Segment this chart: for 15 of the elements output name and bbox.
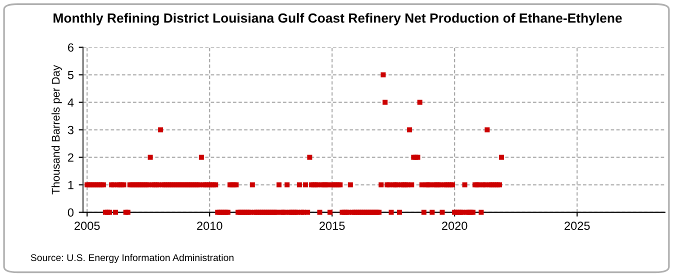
y-tick-label: 0 <box>68 208 74 217</box>
x-tick-label: 2005 <box>74 222 100 230</box>
y-tick-label: 4 <box>68 98 74 107</box>
y-tick-label: 5 <box>68 70 74 80</box>
source-note: Source: U.S. Energy Information Administration <box>30 254 234 264</box>
x-tick-label: 2020 <box>442 222 468 230</box>
x-tick-label: 2010 <box>197 222 222 230</box>
y-tick-label: 3 <box>68 126 74 134</box>
y-tick-label: 1 <box>68 180 74 190</box>
y-tick-label: 2 <box>68 153 74 162</box>
y-tick-label: 6 <box>68 43 74 52</box>
y-axis-title: Thousand Barrels per Day <box>52 64 62 194</box>
x-tick-label: 2025 <box>564 222 590 230</box>
x-tick-label: 2015 <box>320 222 345 230</box>
chart-title: Monthly Refining District Louisiana Gulf Coast Refinery Net Production of Ethane-Ethylene <box>54 13 622 26</box>
